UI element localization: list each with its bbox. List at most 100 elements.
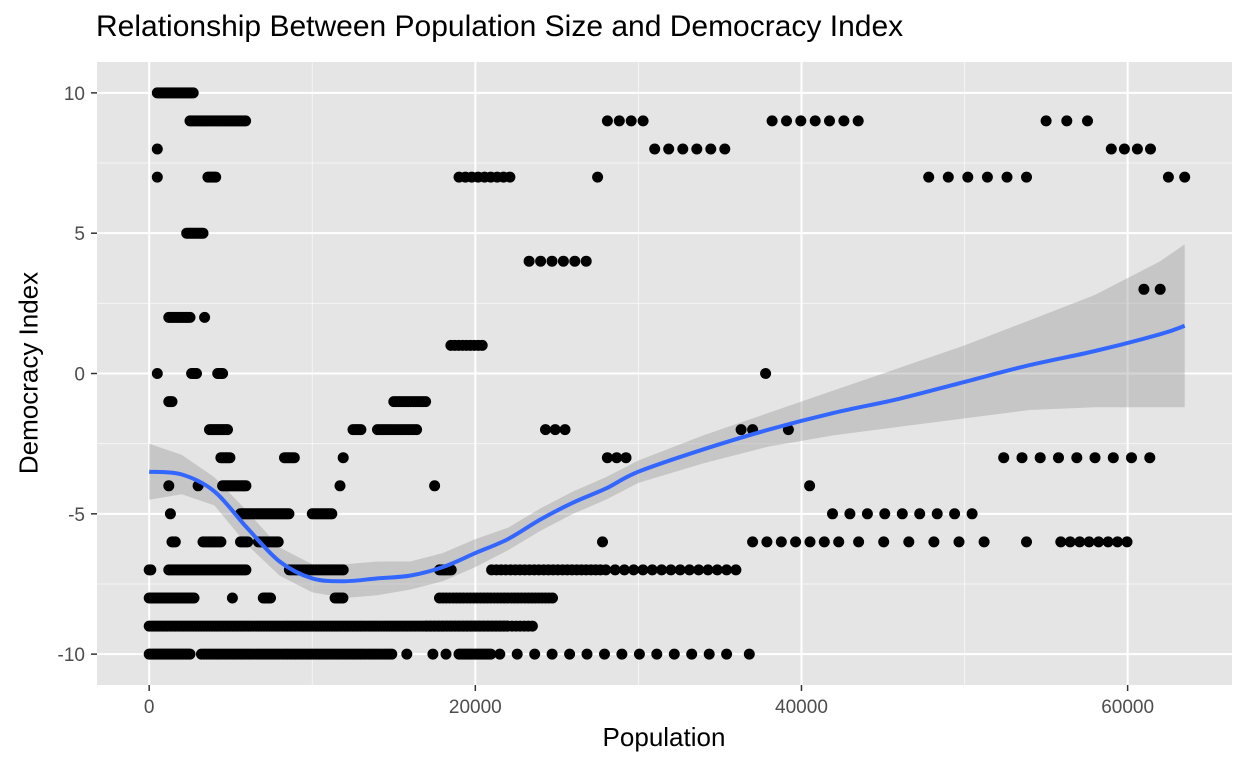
data-point: [818, 536, 830, 548]
data-point: [337, 452, 349, 464]
data-point: [628, 564, 640, 576]
data-point: [564, 648, 576, 660]
data-point: [557, 255, 569, 267]
data-point: [163, 480, 175, 492]
data-point: [504, 171, 516, 183]
y-tick-label: 0: [74, 365, 85, 386]
data-point: [210, 171, 222, 183]
data-point: [151, 368, 163, 379]
data-point: [809, 115, 821, 127]
data-point: [240, 480, 252, 492]
data-point: [790, 536, 802, 548]
data-point: [1089, 452, 1101, 464]
data-point: [711, 564, 723, 576]
data-point: [775, 536, 787, 548]
smooth-trend-line: [149, 323, 1186, 584]
data-point: [702, 564, 714, 576]
data-point: [853, 536, 865, 548]
data-point: [804, 480, 816, 492]
data-point: [646, 564, 658, 576]
data-point: [188, 592, 200, 604]
data-point: [429, 480, 441, 492]
y-tick-label: -5: [68, 505, 85, 526]
data-point: [1074, 536, 1086, 548]
data-point: [386, 648, 398, 660]
data-point: [1055, 536, 1067, 548]
data-point: [1061, 115, 1073, 127]
data-point: [674, 564, 686, 576]
data-point: [1107, 452, 1119, 464]
chart-title: Relationship Between Population Size and…: [96, 10, 904, 43]
data-points: [143, 87, 1191, 660]
data-point: [355, 424, 367, 436]
data-point: [240, 115, 252, 127]
data-point: [743, 648, 755, 660]
data-point: [795, 115, 807, 127]
data-point: [288, 452, 300, 464]
data-point: [861, 508, 873, 520]
data-point: [730, 564, 742, 576]
data-point: [663, 143, 675, 155]
data-point: [978, 536, 990, 548]
data-point: [1154, 283, 1166, 295]
data-point: [719, 143, 731, 155]
data-point: [535, 255, 547, 267]
data-point: [620, 452, 632, 464]
data-point: [599, 648, 610, 660]
data-point: [966, 508, 978, 520]
data-point: [581, 648, 593, 660]
data-point: [337, 564, 349, 576]
y-axis: -10 -5 0 5 10: [58, 84, 97, 666]
data-point: [580, 255, 592, 267]
data-point: [184, 311, 196, 323]
data-point: [166, 396, 178, 408]
data-point: [1105, 143, 1117, 155]
data-point: [923, 171, 935, 183]
data-point: [1082, 115, 1093, 127]
data-point: [931, 508, 943, 520]
data-point: [476, 339, 488, 351]
data-point: [1021, 171, 1032, 183]
data-point: [569, 255, 581, 267]
data-point: [705, 143, 717, 155]
data-point: [151, 171, 163, 183]
data-point: [215, 536, 227, 548]
y-tick-label: -10: [58, 645, 85, 666]
data-point: [684, 564, 695, 576]
data-point: [766, 115, 778, 127]
data-point: [440, 648, 452, 660]
data-point: [191, 368, 202, 379]
data-point: [618, 564, 630, 576]
data-point: [601, 452, 613, 464]
data-point: [283, 508, 295, 520]
data-point: [411, 424, 423, 436]
data-point: [637, 564, 649, 576]
data-point: [878, 536, 890, 548]
data-point: [1064, 536, 1076, 548]
x-tick-label: 40000: [775, 697, 828, 718]
data-point: [838, 115, 850, 127]
data-point: [1126, 452, 1137, 464]
data-point: [145, 564, 157, 576]
data-point: [485, 648, 497, 660]
data-point: [151, 143, 163, 155]
data-point: [1179, 171, 1191, 183]
data-point: [668, 648, 680, 660]
data-point: [1162, 171, 1174, 183]
data-point: [226, 592, 238, 604]
data-point: [187, 87, 199, 99]
data-point: [546, 255, 558, 267]
data-point: [549, 424, 561, 436]
data-point: [1040, 115, 1052, 127]
data-point: [962, 171, 974, 183]
data-point: [445, 564, 457, 576]
data-point: [1071, 452, 1083, 464]
data-point: [827, 508, 838, 520]
data-point: [656, 564, 668, 576]
data-point: [781, 115, 792, 127]
data-point: [169, 536, 181, 548]
data-point: [559, 424, 571, 436]
data-point: [616, 648, 628, 660]
data-point: [896, 508, 908, 520]
